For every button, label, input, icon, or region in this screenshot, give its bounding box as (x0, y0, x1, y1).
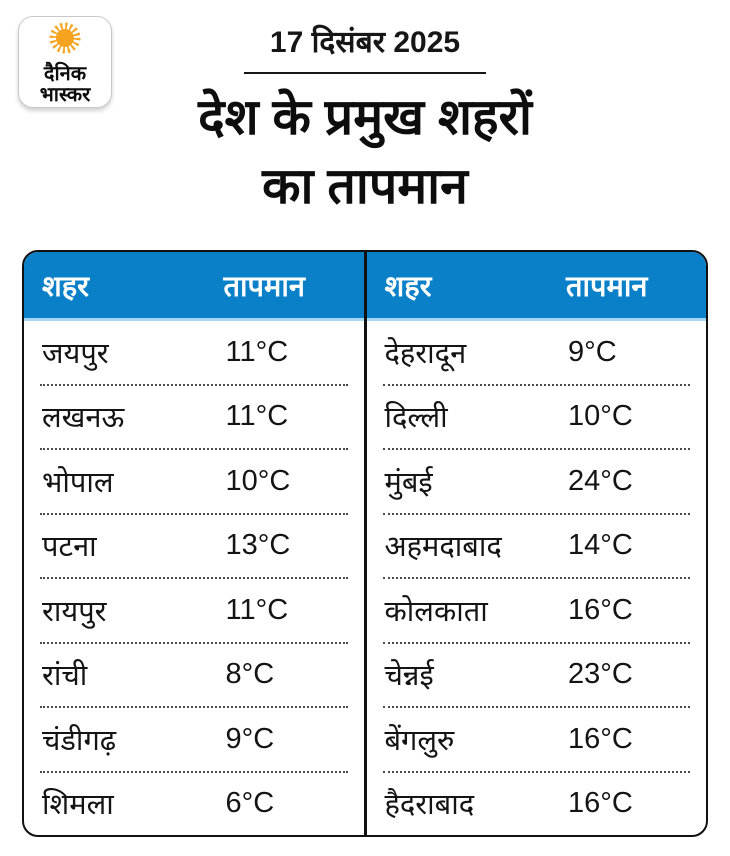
city-cell: भोपाल (42, 466, 114, 499)
table-row: भोपाल 10°C (40, 450, 348, 515)
brand-name-line1: दैनिक (43, 63, 87, 85)
page-title-line1: देश के प्रमुख शहरों (198, 89, 532, 145)
table-row: रांची 8°C (40, 644, 348, 708)
page-title: देश के प्रमुख शहरों का तापमान (0, 83, 730, 221)
temp-cell: 11°C (225, 400, 289, 433)
temp-cell: 16°C (568, 593, 633, 626)
temp-cell: 16°C (568, 722, 633, 755)
temp-cell: 9°C (568, 335, 617, 368)
table-row: देहरादून 9°C (382, 321, 690, 386)
city-cell: लखनऊ (42, 402, 125, 435)
temp-cell: 16°C (568, 787, 633, 820)
column-header-temp: तापमान (223, 270, 305, 303)
table-left-header: शहर तापमान (24, 252, 364, 321)
brand-name: दैनिक भास्कर (40, 64, 91, 106)
city-cell: देहरादून (384, 337, 467, 370)
city-cell: बेंगलुरु (384, 724, 455, 757)
temp-cell: 13°C (225, 529, 291, 562)
city-cell: पटना (42, 531, 97, 564)
column-header-temp: तापमान (566, 270, 648, 303)
table-row: हैदराबाद 16°C (383, 773, 691, 836)
temp-cell: 24°C (568, 464, 633, 497)
table-row: दिल्ली 10°C (382, 386, 690, 450)
temp-cell: 9°C (225, 722, 275, 755)
temp-cell: 23°C (568, 658, 633, 691)
table-row: चेन्नई 23°C (382, 644, 690, 708)
page-title-line2: का तापमान (262, 158, 468, 214)
city-cell: अहमदाबाद (384, 531, 502, 564)
temp-cell: 10°C (568, 400, 633, 433)
city-cell: कोलकाता (384, 595, 488, 628)
table-row: जयपुर 11°C (40, 321, 348, 386)
table-row: पटना 13°C (40, 515, 348, 579)
city-cell: रायपुर (42, 595, 107, 628)
table-left-rows: जयपुर 11°C लखनऊ 11°C भोपाल 10°C पटना 13°… (24, 321, 364, 835)
table-left-half: शहर तापमान जयपुर 11°C लखनऊ 11°C भोपाल 10… (24, 252, 364, 835)
date-label: 17 दिसंबर 2025 (243, 20, 487, 74)
temperature-table: शहर तापमान जयपुर 11°C लखनऊ 11°C भोपाल 10… (22, 250, 708, 837)
temp-cell: 6°C (225, 787, 275, 820)
temp-cell: 10°C (225, 464, 291, 497)
temp-cell: 11°C (225, 335, 289, 368)
city-cell: जयपुर (42, 337, 109, 370)
column-header-city: शहर (384, 270, 432, 303)
temp-cell: 11°C (225, 593, 289, 626)
dainik-bhaskar-logo: दैनिक भास्कर (18, 16, 112, 108)
temp-cell: 14°C (568, 529, 633, 562)
city-cell: मुंबई (384, 466, 433, 499)
table-row: शिमला 6°C (40, 773, 348, 836)
city-cell: दिल्ली (384, 402, 448, 435)
temp-cell: 8°C (225, 658, 275, 691)
city-cell: चेन्नई (384, 660, 434, 693)
table-right-half: शहर तापमान देहरादून 9°C दिल्ली 10°C मुंब… (363, 252, 707, 835)
city-cell: चंडीगढ़ (42, 724, 117, 757)
city-cell: शिमला (42, 789, 114, 822)
header-area: 17 दिसंबर 2025 देश के प्रमुख शहरों का ता… (0, 0, 730, 221)
table-row: बेंगलुरु 16°C (382, 708, 690, 773)
table-row: कोलकाता 16°C (382, 579, 690, 644)
city-cell: रांची (42, 660, 88, 693)
sunburst-icon (45, 18, 85, 63)
column-header-city: शहर (42, 270, 89, 303)
table-right-rows: देहरादून 9°C दिल्ली 10°C मुंबई 24°C अहमद… (367, 321, 707, 835)
table-right-header: शहर तापमान (366, 252, 706, 321)
city-cell: हैदराबाद (384, 789, 475, 822)
table-row: चंडीगढ़ 9°C (40, 708, 348, 773)
table-row: मुंबई 24°C (382, 450, 690, 515)
brand-name-line2: भास्कर (39, 84, 91, 106)
table-row: रायपुर 11°C (40, 579, 348, 644)
table-row: अहमदाबाद 14°C (382, 515, 690, 579)
table-row: लखनऊ 11°C (40, 386, 348, 450)
